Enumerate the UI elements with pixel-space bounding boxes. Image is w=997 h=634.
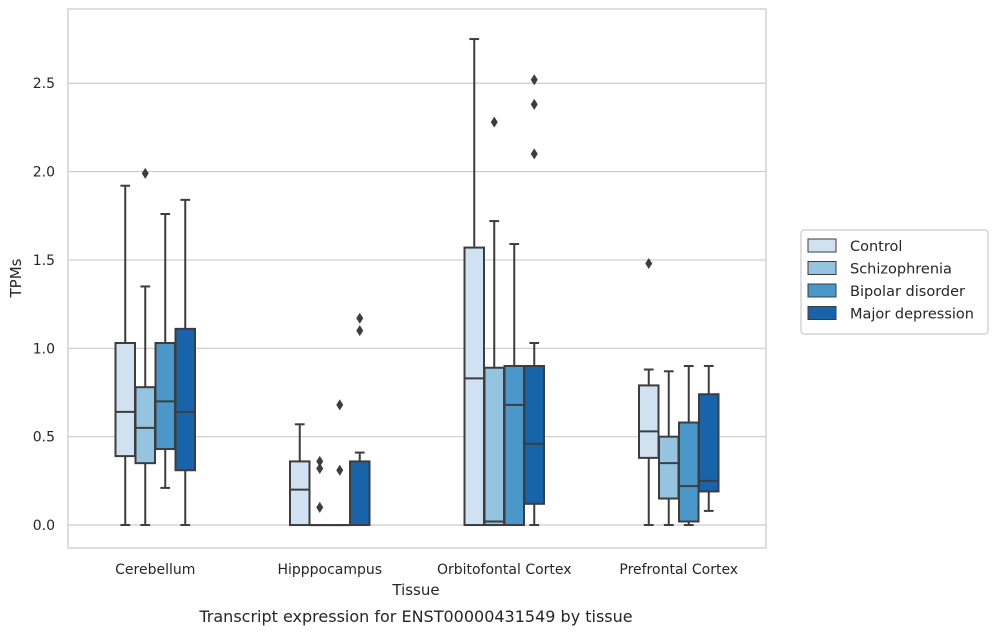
box-schizophrenia [134,167,156,527]
x-tick-label: Orbitofontal Cortex [437,562,572,578]
legend-swatch [807,283,837,298]
box-major-depression [174,198,196,527]
outlier-point [316,455,324,467]
box-control [114,184,136,527]
box-schizophrenia [658,370,680,527]
outlier-point [530,148,538,160]
box [698,393,720,493]
box-schizophrenia [309,455,331,527]
legend: Control Schizophrenia Bipolar disorder Majo… [800,229,989,335]
box [114,342,136,458]
box-bipolar-disorder [503,243,525,527]
outlier-point [530,74,538,86]
y-tick-label: 1.0 [33,341,55,357]
legend-label: Schizophrenia [850,262,952,278]
legend-label: Major depression [850,307,974,323]
outlier-point [356,325,364,337]
box [463,246,485,527]
outlier-point [141,167,149,179]
legend-swatch [807,238,837,253]
legend-swatch [807,261,837,275]
box [503,364,525,527]
y-tick-label: 1.5 [33,253,55,269]
y-axis-title: TPMs [7,258,25,298]
x-tick-label: Hipppocampus [277,562,382,578]
box [289,460,311,527]
box-major-depression [349,312,371,527]
box [483,366,505,527]
outlier-point [530,98,538,110]
box [349,460,371,527]
legend-label: Control [850,239,902,255]
y-tick-label: 2.5 [33,76,55,92]
box-major-depression [523,74,545,527]
x-tick-labels: Cerebellum Hipppocampus Orbitofontal Corte… [115,562,738,578]
y-tick-labels: 0.0 0.5 1.0 1.5 2.0 2.5 [33,76,55,534]
outlier-point [336,464,344,476]
outlier-point [336,399,344,411]
box [638,384,660,459]
box [678,421,700,523]
box [658,435,680,500]
y-tick-label: 0.0 [33,518,55,534]
legend-swatch [807,306,837,320]
y-tick-label: 0.5 [33,430,55,446]
outlier-point [316,501,324,513]
y-tick-label: 2.0 [33,165,55,181]
box-bipolar-disorder [329,399,351,527]
x-tick-label: Cerebellum [115,562,195,578]
x-tick-label: Prefrontal Cortex [619,562,738,578]
legend-label: Bipolar disorder [850,284,965,300]
box-schizophrenia [483,116,505,527]
x-axis-title: Tissue [391,581,439,599]
figure-caption: Transcript expression for ENST0000043154… [198,607,632,626]
box [154,342,176,451]
box [174,327,196,472]
outlier-point [490,116,498,128]
box-bipolar-disorder [154,212,176,489]
box-control [289,423,311,527]
outlier-point [316,462,324,474]
box-major-depression [698,364,720,512]
legend-frame [800,229,989,335]
plot-frame [67,8,767,549]
box-control [638,257,660,527]
outlier-point [356,312,364,324]
box [134,386,156,465]
box [523,364,545,505]
box-groups [114,38,720,527]
outlier-point [645,257,653,269]
box-control [463,38,485,527]
box-bipolar-disorder [678,364,700,527]
